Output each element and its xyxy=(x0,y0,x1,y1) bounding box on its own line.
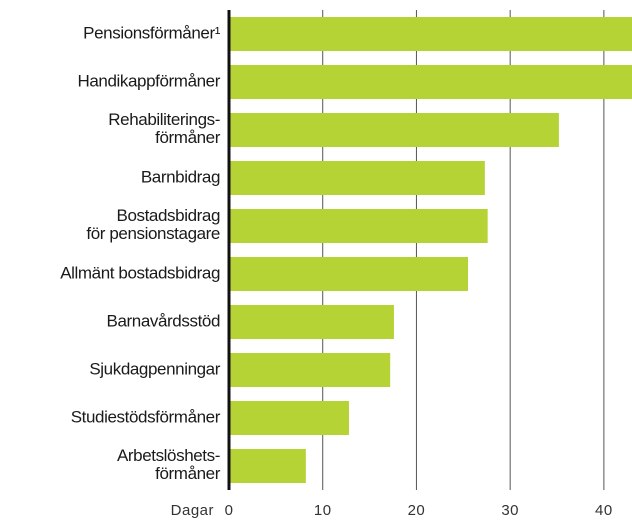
category-label: Bostadsbidrag för pensionstagare xyxy=(86,206,220,243)
bar xyxy=(229,209,488,243)
bar xyxy=(229,305,394,339)
category-label: Pensionsförmåner¹ xyxy=(83,23,221,42)
x-tick-label: 0 xyxy=(225,502,234,519)
category-label: Sjukdagpenningar xyxy=(89,359,220,378)
x-tick-label: 20 xyxy=(408,502,426,519)
bar xyxy=(229,449,306,483)
x-tick-label: 30 xyxy=(501,502,519,519)
bar xyxy=(229,161,485,195)
category-label: Arbetslöshets-förmåner xyxy=(117,446,221,483)
bar xyxy=(229,401,349,435)
category-label: Barnavårdsstöd xyxy=(107,311,220,330)
category-label: Rehabiliterings-förmåner xyxy=(108,110,220,147)
category-label: Studiestödsförmåner xyxy=(71,407,221,426)
x-tick-label: 10 xyxy=(314,502,332,519)
bar xyxy=(229,65,632,99)
category-label: Allmänt bostadsbidrag xyxy=(60,263,220,282)
x-axis-label: Dagar xyxy=(171,502,214,519)
x-tick-label: 40 xyxy=(595,502,613,519)
bar xyxy=(229,353,391,387)
bar xyxy=(229,257,468,291)
category-label: Barnbidrag xyxy=(141,167,220,186)
bar xyxy=(229,17,632,51)
bar xyxy=(229,113,559,147)
category-label: Handikappförmåner xyxy=(77,71,220,90)
